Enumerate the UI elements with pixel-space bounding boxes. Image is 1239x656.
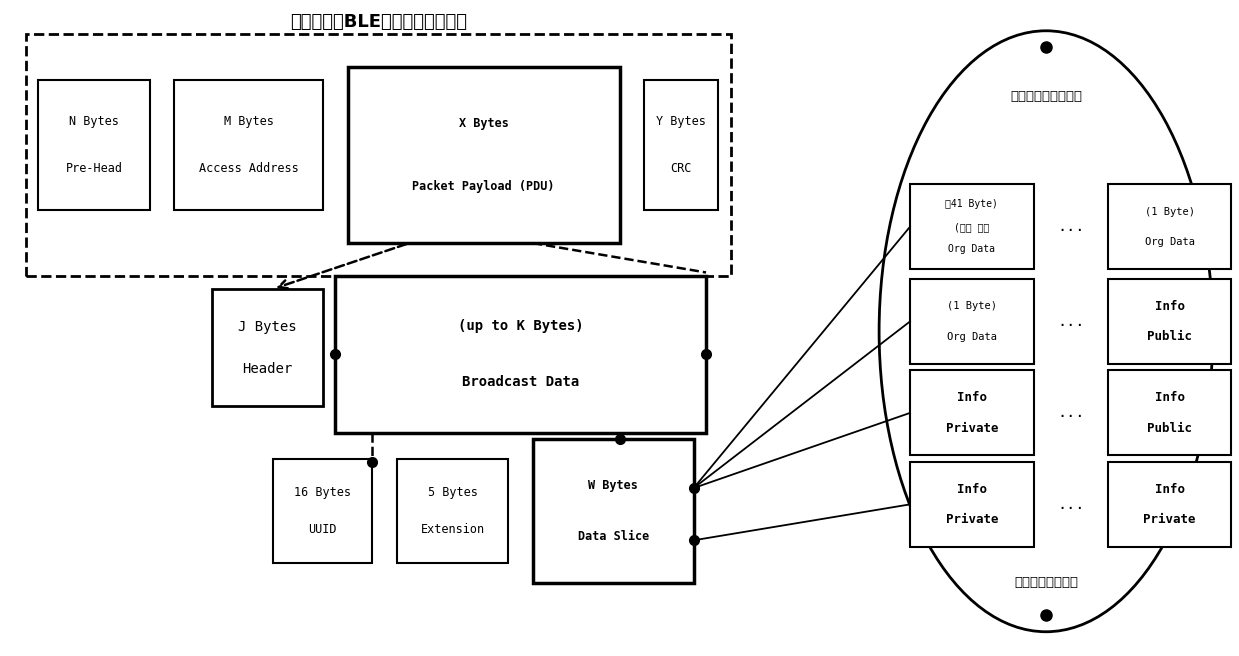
Text: Y Bytes: Y Bytes xyxy=(657,115,706,129)
Text: 16 Bytes: 16 Bytes xyxy=(295,485,352,499)
Text: Info: Info xyxy=(1155,391,1184,404)
Ellipse shape xyxy=(880,31,1213,632)
FancyBboxPatch shape xyxy=(347,67,620,243)
Text: Access Address: Access Address xyxy=(198,162,299,175)
Text: Info: Info xyxy=(957,483,986,496)
Text: Extension: Extension xyxy=(420,523,484,536)
Text: ...: ... xyxy=(1057,219,1084,234)
FancyBboxPatch shape xyxy=(909,371,1033,455)
Text: Header: Header xyxy=(242,361,292,376)
Text: J Bytes: J Bytes xyxy=(238,319,296,334)
FancyBboxPatch shape xyxy=(533,439,694,583)
Text: X Bytes: X Bytes xyxy=(458,117,508,130)
Text: W Bytes: W Bytes xyxy=(589,479,638,492)
FancyBboxPatch shape xyxy=(1108,184,1232,269)
Text: Pre-Head: Pre-Head xyxy=(66,162,123,175)
Text: Org Data: Org Data xyxy=(947,332,997,342)
FancyBboxPatch shape xyxy=(1108,279,1232,364)
Text: ...: ... xyxy=(1057,497,1084,512)
Text: ...: ... xyxy=(1057,405,1084,420)
FancyBboxPatch shape xyxy=(909,184,1033,269)
Text: UUID: UUID xyxy=(309,523,337,536)
Text: M Bytes: M Bytes xyxy=(224,115,274,129)
Text: 一条普通的BLE广播协议报文信息: 一条普通的BLE广播协议报文信息 xyxy=(290,12,467,31)
Text: (原生 数据: (原生 数据 xyxy=(954,222,990,232)
Text: Info: Info xyxy=(1155,483,1184,496)
Text: Org Data: Org Data xyxy=(1145,237,1194,247)
Text: Org Data: Org Data xyxy=(948,244,995,254)
FancyBboxPatch shape xyxy=(336,276,706,432)
Text: 装荷者内存充充其区: 装荷者内存充充其区 xyxy=(1010,90,1082,102)
Text: Private: Private xyxy=(1144,513,1196,526)
FancyBboxPatch shape xyxy=(396,459,508,563)
Text: Public: Public xyxy=(1147,330,1192,343)
Text: Info: Info xyxy=(957,391,986,404)
Text: Packet Payload (PDU): Packet Payload (PDU) xyxy=(413,180,555,193)
Text: (up to K Bytes): (up to K Bytes) xyxy=(457,319,584,333)
Text: Info: Info xyxy=(1155,300,1184,313)
FancyBboxPatch shape xyxy=(909,462,1033,547)
FancyBboxPatch shape xyxy=(274,459,372,563)
Text: Broadcast Data: Broadcast Data xyxy=(462,375,579,389)
Text: Public: Public xyxy=(1147,422,1192,434)
Text: ...: ... xyxy=(1057,314,1084,329)
FancyBboxPatch shape xyxy=(38,80,150,211)
Text: 数据充充几种组合: 数据充充几种组合 xyxy=(1014,576,1078,589)
FancyBboxPatch shape xyxy=(1108,371,1232,455)
Text: N Bytes: N Bytes xyxy=(69,115,119,129)
FancyBboxPatch shape xyxy=(644,80,719,211)
FancyBboxPatch shape xyxy=(175,80,323,211)
FancyBboxPatch shape xyxy=(212,289,323,406)
Text: Private: Private xyxy=(945,513,999,526)
Text: Data Slice: Data Slice xyxy=(577,530,649,543)
FancyBboxPatch shape xyxy=(1108,462,1232,547)
Text: Private: Private xyxy=(945,422,999,434)
Text: CRC: CRC xyxy=(670,162,693,175)
Text: 片41 Byte): 片41 Byte) xyxy=(945,199,999,209)
Text: (1 Byte): (1 Byte) xyxy=(947,301,997,312)
FancyBboxPatch shape xyxy=(909,279,1033,364)
Text: (1 Byte): (1 Byte) xyxy=(1145,207,1194,216)
Text: 5 Bytes: 5 Bytes xyxy=(427,485,477,499)
